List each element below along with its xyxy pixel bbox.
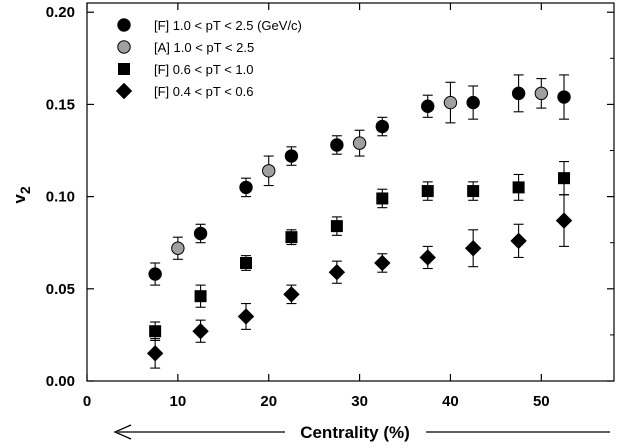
data-point-square — [558, 172, 571, 185]
data-point-square — [240, 256, 253, 269]
series-1 — [148, 74, 571, 286]
x-tick-label: 20 — [260, 393, 277, 410]
data-point-diamond — [328, 264, 346, 281]
data-point-circle — [193, 226, 208, 241]
legend-marker-circle — [117, 18, 131, 32]
y-tick-label: 0.00 — [46, 373, 75, 390]
y-tick-label: 0.10 — [46, 189, 75, 206]
data-point-diamond — [374, 254, 391, 272]
y-axis-title-subscript: 2 — [17, 186, 33, 194]
data-point-circle — [171, 241, 185, 255]
legend-label: [F] 0.6 < pT < 1.0 — [154, 62, 254, 77]
x-axis: 0 10 20 30 40 50 — [83, 3, 550, 410]
y-tick-label: 0.05 — [46, 281, 75, 298]
x-tick-label: 40 — [442, 393, 459, 410]
data-point-diamond — [555, 212, 573, 229]
data-point-diamond — [510, 232, 527, 250]
data-point-circle — [511, 86, 526, 101]
legend: [F] 1.0 < pT < 2.5 (GeV/c) [A] 1.0 < pT <… — [115, 18, 302, 100]
data-point-square — [467, 185, 480, 198]
data-point-diamond — [283, 286, 300, 303]
data-point-square — [512, 181, 525, 194]
data-point-circle — [557, 90, 571, 104]
data-point-square — [194, 290, 207, 303]
data-point-circle — [330, 138, 344, 152]
y-axis-title: v2 — [10, 186, 33, 203]
data-series — [146, 74, 573, 369]
data-point-square — [421, 185, 434, 198]
data-point-circle — [148, 267, 162, 281]
x-tick-label: 30 — [351, 393, 368, 410]
data-point-diamond — [237, 308, 255, 325]
x-axis-title: Centrality (%) — [300, 423, 410, 442]
data-point-square — [149, 325, 162, 338]
data-point-circle — [239, 180, 253, 195]
x-tick-label: 10 — [170, 393, 187, 410]
legend-marker-circle — [117, 40, 131, 54]
data-point-square — [285, 231, 298, 244]
series-3 — [149, 161, 571, 341]
data-point-circle — [443, 95, 458, 110]
data-point-circle — [466, 95, 480, 110]
data-point-circle — [284, 149, 299, 163]
x-tick-label: 0 — [83, 393, 91, 410]
data-point-diamond — [464, 240, 482, 257]
legend-label: [F] 0.4 < pT < 0.6 — [154, 84, 254, 99]
data-point-diamond — [419, 249, 436, 266]
legend-label: [F] 1.0 < pT < 2.5 (GeV/c) — [154, 18, 302, 33]
series-2 — [171, 78, 549, 260]
y-tick-label: 0.15 — [46, 96, 75, 113]
data-point-circle — [352, 136, 367, 150]
y-axis: 0.00 0.05 0.10 0.15 0.20 — [46, 4, 614, 390]
data-point-diamond — [192, 323, 209, 340]
x-axis-arrow-head — [113, 424, 132, 440]
data-point-diamond — [146, 345, 164, 362]
x-tick-label: 50 — [533, 393, 550, 410]
data-point-square — [330, 220, 343, 233]
y-tick-label: 0.20 — [46, 4, 75, 21]
data-point-circle — [534, 86, 549, 101]
legend-marker-square — [118, 63, 130, 75]
series-4 — [146, 194, 573, 369]
data-point-circle — [375, 119, 390, 134]
data-point-circle — [262, 164, 276, 178]
legend-label: [A] 1.0 < pT < 2.5 — [154, 40, 254, 55]
plot-frame — [86, 2, 615, 382]
legend-marker-diamond — [115, 82, 133, 100]
x-axis-title-group: Centrality (%) — [113, 423, 610, 442]
y-axis-title-main: v — [10, 194, 29, 204]
data-point-square — [376, 192, 389, 205]
data-point-circle — [421, 99, 435, 113]
